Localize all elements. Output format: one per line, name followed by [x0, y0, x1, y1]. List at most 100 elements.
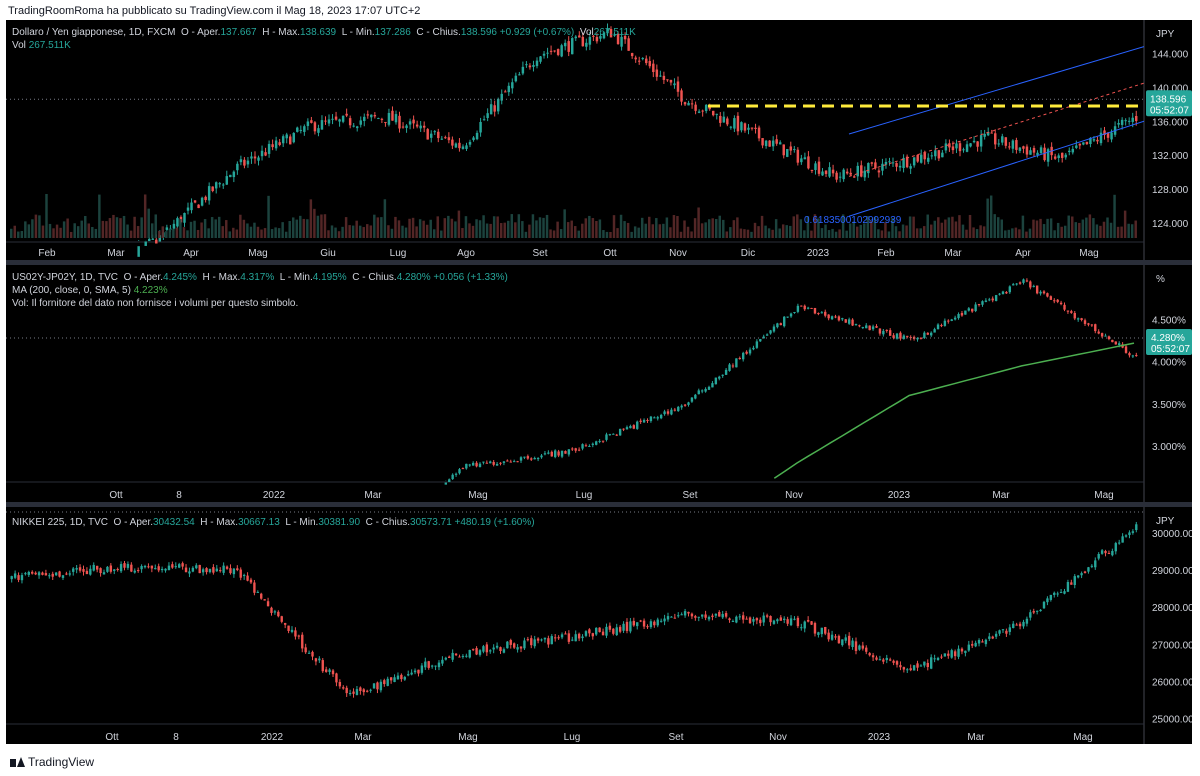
candle-body — [765, 334, 769, 336]
candle-body — [605, 434, 608, 440]
candle-body — [560, 45, 563, 57]
y-tick-label: 132.000 — [1152, 151, 1189, 162]
candle-body — [407, 674, 410, 676]
pane-separator[interactable] — [6, 260, 1192, 265]
volume-bar — [1021, 215, 1025, 238]
volume-bar — [877, 229, 880, 238]
volume-bar — [302, 218, 306, 238]
tradingview-logo-icon — [10, 757, 25, 767]
volume-bar — [503, 222, 506, 238]
candle-body — [485, 644, 489, 653]
nikkei-chart[interactable]: JPY 30000.00 29000.00 28000.00 27000.00 26000… — [6, 507, 1192, 744]
pane-separator[interactable] — [6, 502, 1192, 507]
candle-body — [506, 641, 509, 649]
candle-body — [837, 316, 841, 321]
candle-body — [65, 573, 68, 575]
candle-body — [1015, 624, 1018, 626]
candle-body — [1117, 122, 1120, 125]
nikkei-pane[interactable]: JPY 30000.00 29000.00 28000.00 27000.00 26000… — [6, 507, 1192, 744]
x-tick-label: Set — [668, 732, 683, 743]
volume-bar — [1000, 219, 1003, 238]
volume-bar — [778, 228, 781, 238]
candle-body — [598, 627, 601, 633]
volume-bar — [771, 229, 774, 238]
volume-bar — [34, 214, 38, 238]
candle-body — [260, 593, 263, 599]
volume-bar — [679, 231, 683, 238]
candle-body — [158, 235, 162, 242]
candle-body — [680, 405, 683, 408]
candle-body — [232, 568, 236, 575]
candle-body — [1001, 629, 1005, 631]
candle-body — [355, 126, 359, 129]
volume-bar — [242, 219, 246, 238]
candle-body — [1073, 313, 1076, 319]
x-tick-label: Apr — [183, 248, 199, 259]
candle-body — [1103, 130, 1106, 136]
candle-body — [24, 573, 27, 575]
candle-body — [1090, 565, 1094, 567]
candle-body — [430, 133, 433, 138]
candle-body — [89, 568, 92, 575]
volume-bar — [351, 225, 355, 238]
candle-body — [214, 182, 218, 189]
candle-body — [547, 638, 550, 645]
volume-bar — [376, 217, 380, 238]
candle-body — [215, 568, 218, 572]
usdjpy-pane[interactable]: JPY 144.000 140.000 136.000 132.000 128.000 12… — [6, 20, 1192, 260]
spread-pane[interactable]: % 4.500% 4.000% 3.500% 3.000% Ott 8 2022 Mar Mag L… — [6, 265, 1192, 502]
candle-body — [666, 411, 670, 414]
legend-high-value: 30667.13 — [238, 517, 280, 528]
candle-body — [366, 114, 370, 116]
spread-chart[interactable]: % 4.500% 4.000% 3.500% 3.000% Ott 8 2022 Mar Mag L… — [6, 265, 1192, 502]
volume-bar — [454, 221, 457, 238]
volume-bar — [182, 227, 186, 238]
x-tick-label: Ago — [457, 248, 475, 259]
candle-body — [519, 646, 523, 649]
legend-open-value: 137.667 — [220, 27, 257, 38]
candle-body — [482, 119, 486, 121]
candle-body — [708, 106, 711, 110]
volume-bar — [1109, 222, 1113, 238]
candle-body — [837, 635, 841, 644]
candle-body — [310, 120, 313, 123]
candle-body — [236, 568, 239, 571]
candle-body — [1049, 296, 1053, 300]
candle-body — [1070, 582, 1073, 585]
candle-body — [523, 456, 526, 458]
candle-body — [422, 125, 426, 128]
candle-body — [1059, 302, 1063, 305]
candle-body — [41, 572, 44, 575]
volume-bar — [524, 231, 528, 238]
candle-body — [835, 172, 838, 180]
candle-body — [479, 122, 482, 133]
volume-bar — [796, 214, 799, 238]
candle-body — [728, 364, 731, 371]
candle-body — [433, 131, 436, 133]
volume-bar — [270, 229, 274, 238]
candle-body — [884, 161, 888, 165]
volume-bar — [845, 230, 848, 238]
tradingview-footer[interactable]: TradingView — [10, 755, 94, 769]
candle-body — [1066, 582, 1070, 592]
candle-body — [519, 457, 523, 461]
usdjpy-chart[interactable]: JPY 144.000 140.000 136.000 132.000 128.000 12… — [6, 20, 1192, 260]
volume-bar — [172, 229, 175, 238]
candle-body — [1124, 120, 1127, 122]
candle-body — [239, 159, 243, 163]
candle-body — [186, 207, 190, 211]
volume-bar — [880, 230, 884, 238]
candle-body — [1056, 593, 1059, 595]
volume-bar — [267, 195, 270, 238]
volume-bar — [559, 229, 563, 238]
candle-body — [557, 451, 560, 456]
candle-body — [618, 428, 622, 436]
candle-body — [400, 674, 403, 680]
legend-low-label: L - Min. — [279, 272, 313, 283]
candle-body — [865, 647, 868, 652]
candle-body — [420, 665, 424, 673]
candle-body — [1053, 592, 1056, 595]
candle-body — [736, 115, 740, 132]
volume-bar — [746, 229, 750, 238]
candle-body — [167, 565, 171, 571]
